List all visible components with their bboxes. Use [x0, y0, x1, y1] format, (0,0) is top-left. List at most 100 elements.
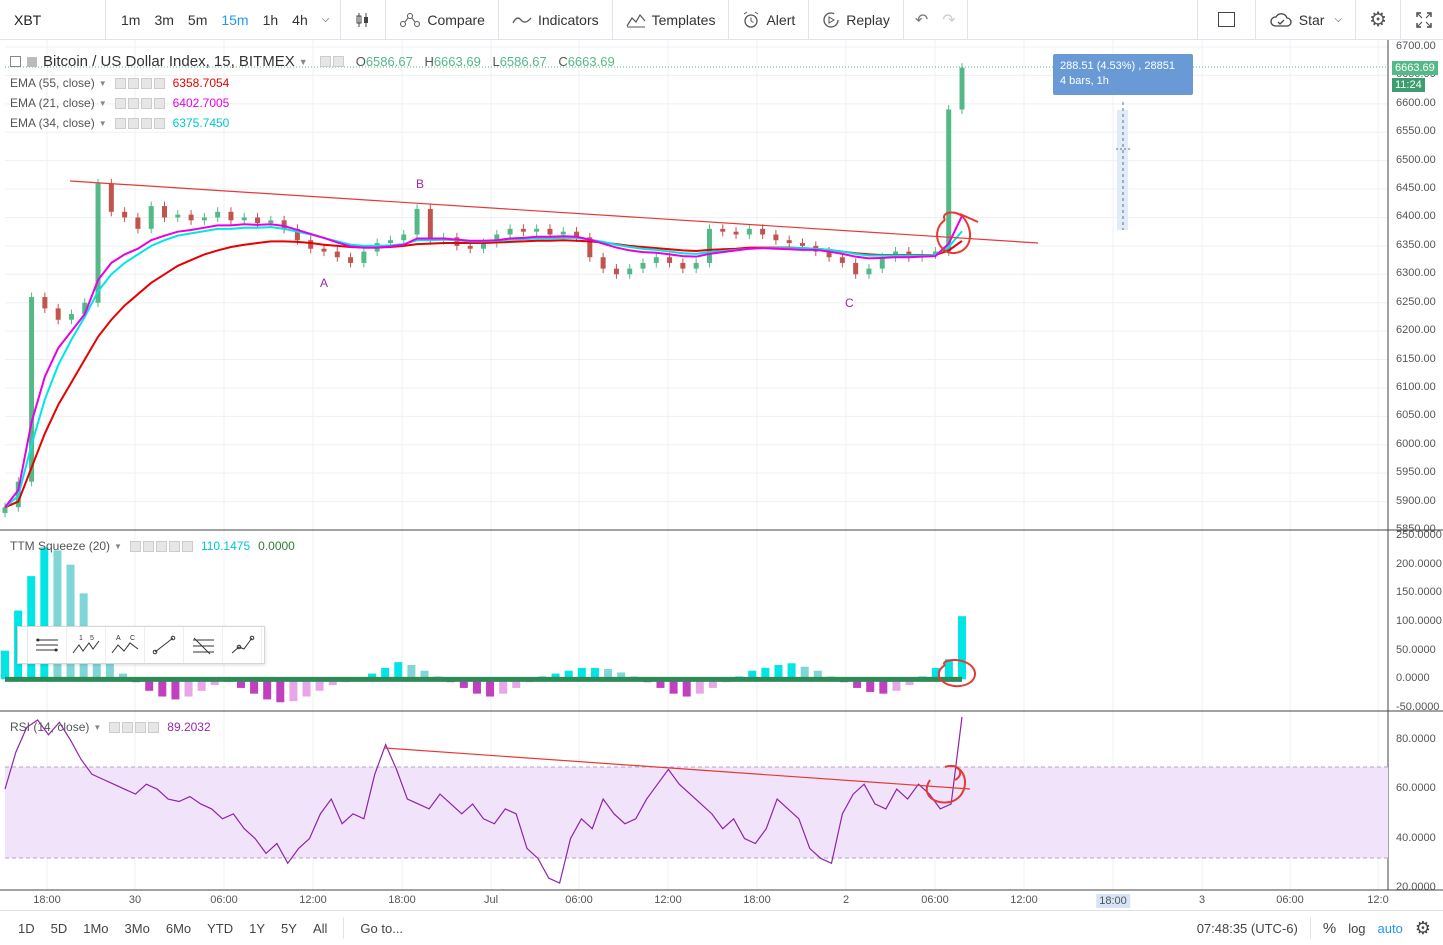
price-label: 6050.00	[1396, 409, 1436, 422]
price-label: 6150.00	[1396, 352, 1436, 365]
candle-body	[201, 217, 207, 221]
star-button[interactable]: Star ⌵	[1260, 0, 1351, 39]
chevron-down-icon[interactable]: ⌵	[321, 14, 330, 25]
chart-type-button[interactable]	[345, 0, 381, 39]
candle-body	[640, 262, 646, 269]
horizontal-lines-icon[interactable]	[28, 627, 67, 663]
interval-1h[interactable]: 1h	[262, 11, 279, 28]
chart-area[interactable]: Bitcoin / US Dollar Index, 15, BITMEX ▼ …	[0, 40, 1443, 910]
settings-button[interactable]: ⚙	[1360, 0, 1396, 39]
squeeze-bar	[551, 673, 560, 680]
fullscreen-button[interactable]	[1405, 0, 1443, 39]
percent-toggle[interactable]: %	[1322, 919, 1337, 937]
squeeze-bar	[617, 672, 626, 680]
range-3mo[interactable]: 3Mo	[124, 920, 150, 936]
annotation-c[interactable]: C	[845, 296, 854, 310]
time-label: 18:00	[1096, 894, 1130, 908]
candle-body	[427, 208, 433, 241]
redo-icon: ↷	[942, 11, 956, 29]
annotation-b[interactable]: B	[416, 177, 425, 191]
squeeze-legend[interactable]: TTM Squeeze (20) ▼ 110.1475 0.0000	[10, 539, 295, 553]
symbol-search[interactable]: XBT	[0, 0, 106, 39]
palette-grip[interactable]	[18, 627, 28, 663]
range-6mo[interactable]: 6Mo	[165, 920, 192, 936]
candle-body	[680, 262, 686, 269]
candle-body	[42, 297, 48, 309]
clock[interactable]: 07:48:35 (UTC-6)	[1196, 920, 1298, 936]
price-label: 5900.00	[1396, 494, 1436, 507]
goto-button[interactable]: Go to...	[360, 920, 404, 936]
bottom-bar: 1D 5D 1Mo 3Mo 6Mo YTD 1Y 5Y All Go to...…	[0, 910, 1443, 945]
svg-text:A: A	[116, 635, 121, 642]
range-ytd[interactable]: YTD	[207, 920, 234, 936]
gear-icon[interactable]: ⚙	[1414, 917, 1431, 938]
squeeze-bar	[394, 662, 403, 680]
undo-button[interactable]: ↶	[908, 0, 935, 39]
squeeze-bar	[158, 679, 167, 697]
squeeze-bar	[66, 564, 75, 680]
candle-body	[215, 211, 221, 218]
chart-canvas[interactable]	[0, 40, 1443, 910]
range-5d[interactable]: 5D	[50, 920, 68, 936]
time-label: 3	[1198, 894, 1206, 906]
layout-button[interactable]	[1202, 0, 1251, 39]
candle-body	[760, 228, 766, 235]
interval-4h[interactable]: 4h	[292, 11, 308, 28]
log-toggle[interactable]: log	[1348, 920, 1366, 936]
auto-toggle[interactable]: auto	[1377, 920, 1403, 936]
svg-text:C: C	[130, 635, 135, 642]
ema-21-legend[interactable]: EMA (21, close) ▼ 6402.7005	[10, 96, 230, 110]
compare-button[interactable]: Compare	[390, 0, 494, 39]
squeeze-bar	[328, 679, 337, 686]
candle-body	[95, 183, 101, 303]
ema-34-legend[interactable]: EMA (34, close) ▼ 6375.7450	[10, 116, 230, 130]
main-legend: Bitcoin / US Dollar Index, 15, BITMEX ▼ …	[10, 53, 623, 70]
candle-body	[600, 257, 606, 269]
legend-controls[interactable]	[319, 56, 346, 67]
indicators-button[interactable]: Indicators	[503, 0, 608, 39]
squeeze-bar	[590, 667, 599, 680]
candle-body	[162, 206, 167, 218]
trendline-icon[interactable]	[145, 627, 184, 663]
svg-text:5: 5	[90, 635, 94, 642]
templates-button[interactable]: Templates	[617, 0, 725, 39]
svg-text:1: 1	[79, 635, 83, 642]
collapse-icon[interactable]	[10, 56, 21, 67]
interval-3m[interactable]: 3m	[154, 11, 174, 28]
fib-icon[interactable]	[184, 627, 223, 663]
replay-button[interactable]: Replay	[813, 0, 899, 39]
chevron-down-icon[interactable]: ▼	[298, 56, 308, 67]
redo-button[interactable]: ↷	[935, 0, 962, 39]
interval-15m[interactable]: 15m	[221, 11, 249, 28]
candle-body	[321, 248, 327, 252]
interval-5m[interactable]: 5m	[187, 11, 208, 28]
candle-body	[507, 228, 513, 235]
annotation-a[interactable]: A	[320, 276, 329, 290]
ema-55-legend[interactable]: EMA (55, close) ▼ 6358.7054	[10, 76, 230, 90]
indicators-label: Indicators	[537, 11, 599, 28]
range-1mo[interactable]: 1Mo	[83, 920, 109, 936]
candle-body	[534, 228, 540, 232]
range-1d[interactable]: 1D	[18, 920, 35, 936]
path-icon[interactable]	[223, 627, 262, 663]
interval-1m[interactable]: 1m	[121, 11, 141, 28]
rsi-legend[interactable]: RSI (14, close) ▼ 89.2032	[10, 720, 211, 734]
range-5y[interactable]: 5Y	[281, 920, 297, 936]
alert-button[interactable]: Alert	[733, 0, 804, 39]
squeeze-bar	[1, 650, 9, 680]
candle-body	[773, 234, 779, 241]
candle-body	[334, 251, 340, 258]
rsi-price-label: 60.0000	[1396, 782, 1436, 795]
candle-body	[148, 206, 154, 229]
measure-line2: 4 bars, 1h	[1060, 75, 1109, 87]
time-label: 12:00	[299, 894, 327, 906]
cloud-icon	[1270, 12, 1292, 27]
time-label: 30	[128, 894, 142, 906]
range-all[interactable]: All	[312, 920, 328, 936]
squeeze-bar	[289, 679, 298, 702]
main-title[interactable]: Bitcoin / US Dollar Index, 15, BITMEX	[43, 53, 295, 70]
range-1y[interactable]: 1Y	[249, 920, 266, 936]
